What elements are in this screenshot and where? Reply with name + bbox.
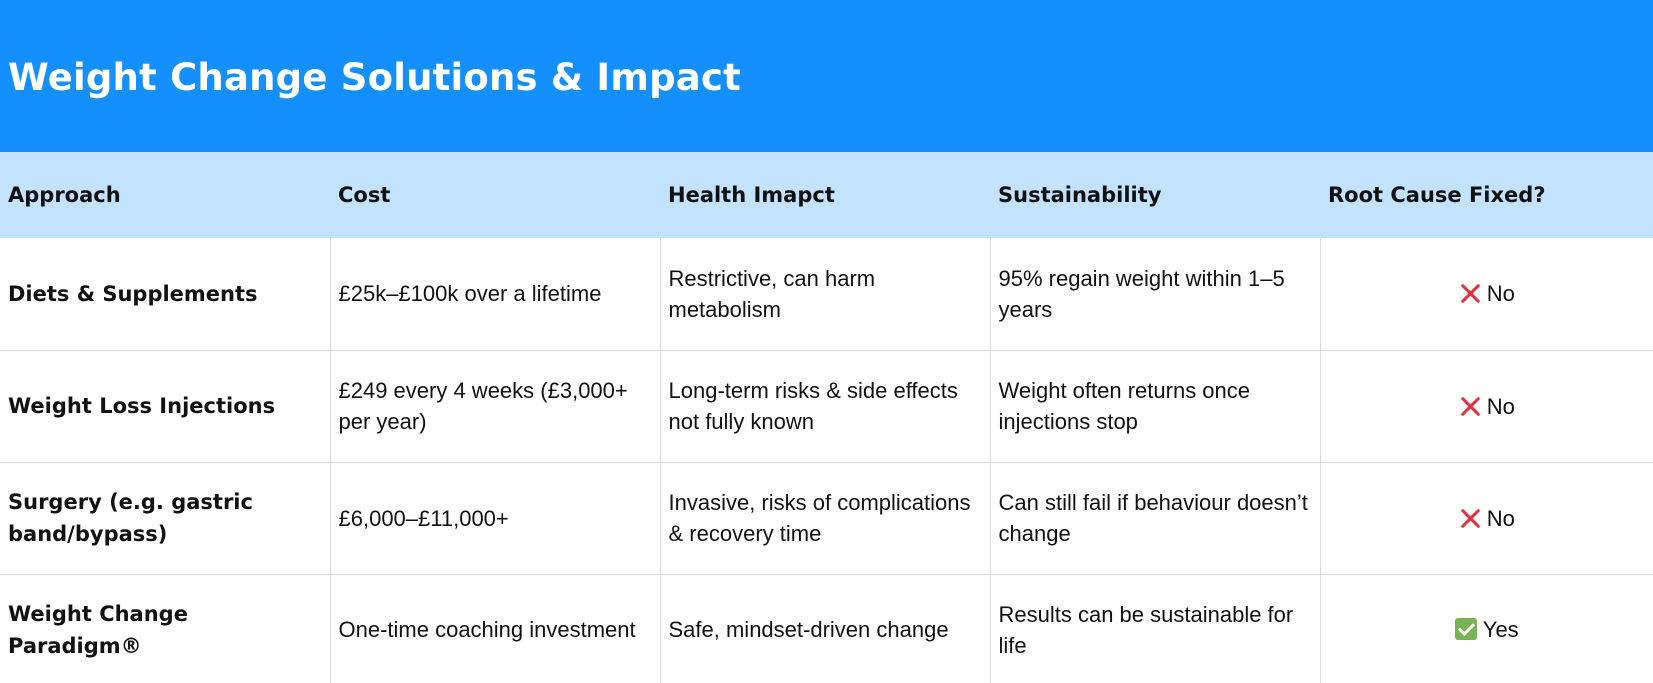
approach-cell: Weight Change Paradigm® xyxy=(0,574,331,683)
table-row: Diets & Supplements £25k–£100k over a li… xyxy=(0,238,1653,351)
cost-cell: £249 every 4 weeks (£3,000+ per year) xyxy=(330,350,661,463)
root-cause-fixed-value: No xyxy=(1486,281,1515,307)
cost-cell: One-time coaching investment xyxy=(330,574,661,683)
sustainability-cell: Results can be sustainable for life xyxy=(990,574,1321,683)
health-impact-cell: Invasive, risks of complications & recov… xyxy=(660,462,991,575)
sustainability-cell: Weight often returns once injections sto… xyxy=(990,350,1321,463)
table-row: Weight Loss Injections £249 every 4 week… xyxy=(0,350,1653,463)
column-header-approach: Approach xyxy=(8,183,121,207)
column-header-health-impact: Health Imapct xyxy=(668,183,835,207)
check-mark-icon xyxy=(1454,618,1477,640)
root-cause-fixed-cell: No xyxy=(1320,462,1653,575)
root-cause-fixed-value: Yes xyxy=(1482,617,1519,642)
root-cause-fixed-cell: No xyxy=(1320,350,1653,463)
approach-cell: Surgery (e.g. gastric band/bypass) xyxy=(0,462,331,575)
sustainability-cell: 95% regain weight within 1–5 years xyxy=(990,238,1321,351)
table-row: Weight Change Paradigm® One-time coachin… xyxy=(0,574,1653,683)
cost-cell: £6,000–£11,000+ xyxy=(330,462,661,575)
table-row: Surgery (e.g. gastric band/bypass) £6,00… xyxy=(0,462,1653,575)
cost-cell: £25k–£100k over a lifetime xyxy=(330,238,661,351)
title-bar: Weight Change Solutions & Impact xyxy=(0,0,1653,152)
health-impact-cell: Restrictive, can harm metabolism xyxy=(660,238,991,351)
approach-cell: Weight Loss Injections xyxy=(0,350,331,463)
cross-mark-icon xyxy=(1459,395,1481,417)
page-title: Weight Change Solutions & Impact xyxy=(8,55,741,99)
root-cause-fixed-value: No xyxy=(1486,393,1515,419)
root-cause-fixed-value: No xyxy=(1486,505,1515,531)
root-cause-fixed-cell: Yes xyxy=(1320,574,1653,683)
health-impact-cell: Safe, mindset-driven change xyxy=(660,574,991,683)
comparison-table: Approach Cost Health Imapct Sustainabili… xyxy=(0,152,1653,683)
cross-mark-icon xyxy=(1459,282,1481,304)
table-header-row: Approach Cost Health Imapct Sustainabili… xyxy=(0,152,1653,238)
column-header-sustainability: Sustainability xyxy=(998,183,1162,207)
sustainability-cell: Can still fail if behaviour doesn’t chan… xyxy=(990,462,1321,575)
approach-cell: Diets & Supplements xyxy=(0,238,331,351)
column-header-cost: Cost xyxy=(338,183,391,207)
health-impact-cell: Long-term risks & side effects not fully… xyxy=(660,350,991,463)
root-cause-fixed-cell: No xyxy=(1320,238,1653,351)
column-header-root-cause-fixed: Root Cause Fixed? xyxy=(1328,183,1546,207)
cross-mark-icon xyxy=(1459,507,1481,529)
